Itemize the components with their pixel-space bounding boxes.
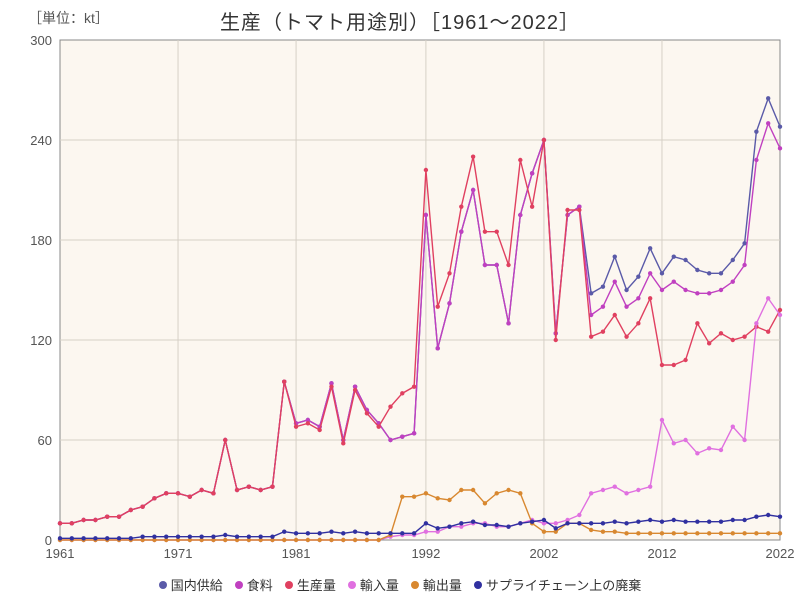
legend-item: 生産量 bbox=[285, 575, 336, 594]
svg-text:60: 60 bbox=[38, 433, 52, 448]
legend-label: 食料 bbox=[247, 575, 273, 594]
svg-text:1961: 1961 bbox=[46, 546, 75, 560]
chart-svg: 0601201802403001961197119811992200220122… bbox=[0, 0, 800, 560]
legend-item: サプライチェーン上の廃棄 bbox=[474, 575, 641, 594]
legend-dot-icon bbox=[474, 581, 482, 589]
legend-label: 輸出量 bbox=[423, 575, 462, 594]
legend-label: 生産量 bbox=[297, 575, 336, 594]
svg-text:1971: 1971 bbox=[164, 546, 193, 560]
svg-text:180: 180 bbox=[30, 233, 52, 248]
svg-text:300: 300 bbox=[30, 33, 52, 48]
legend: 国内供給 食料 生産量 輸入量 輸出量 サプライチェーン上の廃棄 bbox=[0, 575, 800, 594]
legend-label: サプライチェーン上の廃棄 bbox=[486, 575, 641, 594]
legend-dot-icon bbox=[411, 581, 419, 589]
legend-label: 輸入量 bbox=[360, 575, 399, 594]
legend-label: 国内供給 bbox=[171, 575, 223, 594]
chart-title: 生産（トマト用途別）［1961～2022］ bbox=[0, 6, 800, 35]
legend-dot-icon bbox=[159, 581, 167, 589]
legend-item: 輸入量 bbox=[348, 575, 399, 594]
svg-text:240: 240 bbox=[30, 133, 52, 148]
svg-text:1981: 1981 bbox=[282, 546, 311, 560]
legend-dot-icon bbox=[285, 581, 293, 589]
legend-dot-icon bbox=[348, 581, 356, 589]
chart-container: ［単位：kt］ 生産（トマト用途別）［1961～2022］ 0601201802… bbox=[0, 0, 800, 600]
svg-text:1992: 1992 bbox=[411, 546, 440, 560]
legend-dot-icon bbox=[235, 581, 243, 589]
svg-text:120: 120 bbox=[30, 333, 52, 348]
svg-text:2002: 2002 bbox=[529, 546, 558, 560]
legend-item: 国内供給 bbox=[159, 575, 223, 594]
legend-item: 食料 bbox=[235, 575, 273, 594]
legend-item: 輸出量 bbox=[411, 575, 462, 594]
svg-text:2022: 2022 bbox=[766, 546, 795, 560]
svg-text:2012: 2012 bbox=[648, 546, 677, 560]
